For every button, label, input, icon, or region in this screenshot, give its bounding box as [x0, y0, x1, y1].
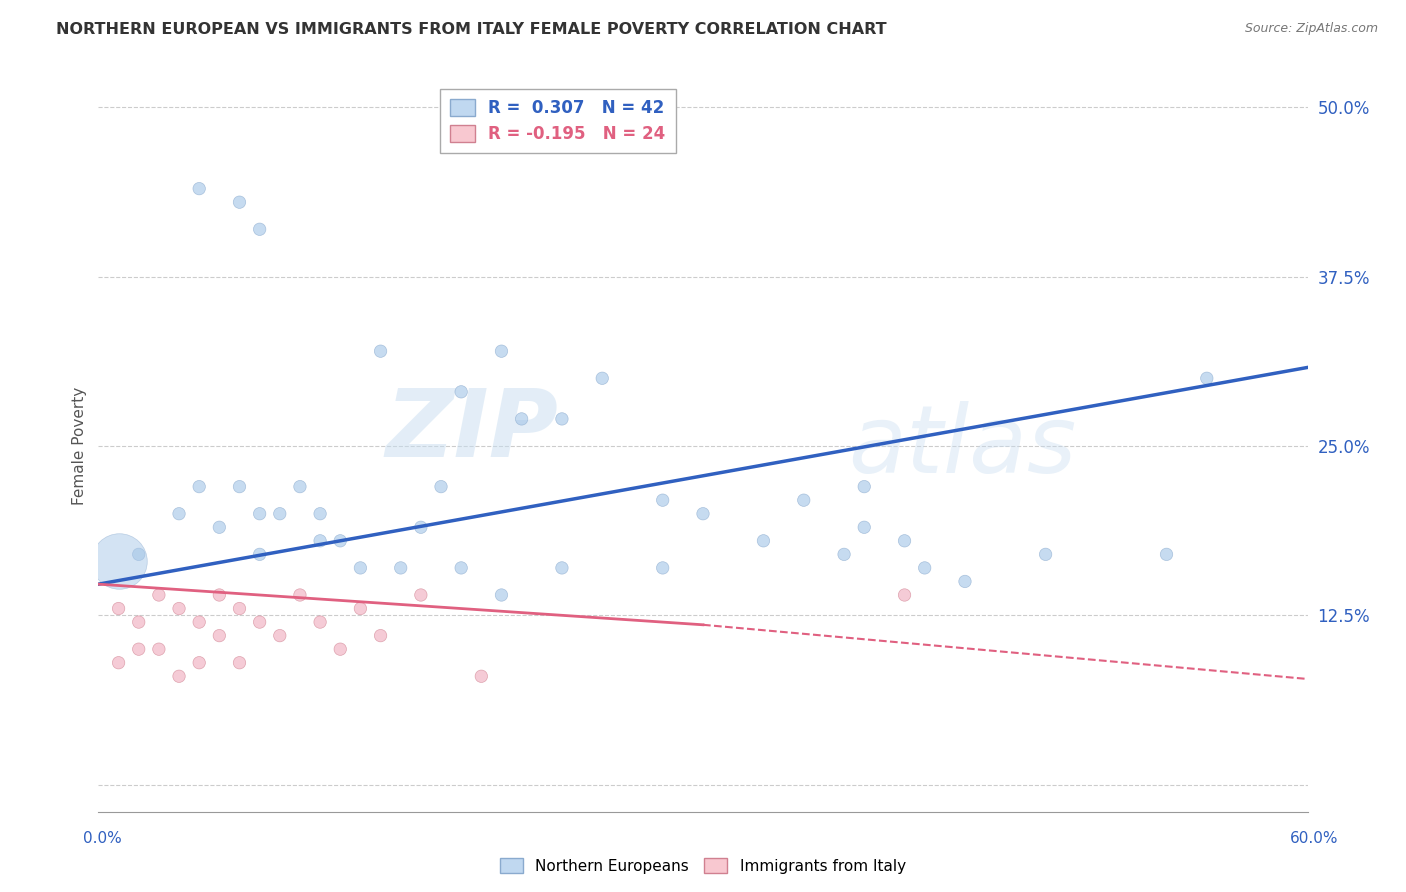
Point: [1195, 371, 1218, 385]
Point: [349, 601, 371, 615]
Point: [188, 656, 211, 670]
Point: [793, 493, 815, 508]
Point: [228, 480, 250, 494]
Point: [128, 615, 150, 629]
Point: [228, 601, 250, 615]
Point: [470, 669, 492, 683]
Point: [208, 629, 231, 643]
Point: [309, 615, 332, 629]
Point: [450, 561, 472, 575]
Text: NORTHERN EUROPEAN VS IMMIGRANTS FROM ITALY FEMALE POVERTY CORRELATION CHART: NORTHERN EUROPEAN VS IMMIGRANTS FROM ITA…: [56, 22, 887, 37]
Point: [349, 561, 371, 575]
Point: [409, 520, 432, 534]
Point: [692, 507, 714, 521]
Point: [370, 629, 392, 643]
Y-axis label: Female Poverty: Female Poverty: [72, 387, 87, 505]
Point: [208, 520, 231, 534]
Point: [329, 642, 352, 657]
Point: [269, 507, 291, 521]
Point: [651, 493, 673, 508]
Text: 60.0%: 60.0%: [1291, 831, 1339, 846]
Point: [128, 642, 150, 657]
Point: [491, 588, 513, 602]
Point: [370, 344, 392, 359]
Point: [107, 656, 129, 670]
Text: Source: ZipAtlas.com: Source: ZipAtlas.com: [1244, 22, 1378, 36]
Point: [450, 384, 472, 399]
Point: [148, 588, 170, 602]
Point: [249, 507, 271, 521]
Text: ZIP: ZIP: [385, 385, 558, 477]
Point: [188, 480, 211, 494]
Text: 0.0%: 0.0%: [83, 831, 122, 846]
Point: [249, 615, 271, 629]
Legend: R =  0.307   N = 42, R = -0.195   N = 24: R = 0.307 N = 42, R = -0.195 N = 24: [440, 88, 676, 153]
Point: [853, 480, 876, 494]
Point: [752, 533, 775, 548]
Point: [249, 547, 271, 561]
Point: [128, 547, 150, 561]
Legend: Northern Europeans, Immigrants from Italy: Northern Europeans, Immigrants from Ital…: [494, 852, 912, 880]
Point: [269, 629, 291, 643]
Point: [167, 669, 190, 683]
Point: [591, 371, 613, 385]
Point: [510, 412, 533, 426]
Point: [551, 412, 574, 426]
Point: [288, 588, 311, 602]
Point: [309, 533, 332, 548]
Point: [167, 601, 190, 615]
Point: [953, 574, 976, 589]
Point: [893, 533, 915, 548]
Point: [1035, 547, 1057, 561]
Point: [228, 195, 250, 210]
Point: [389, 561, 412, 575]
Point: [188, 615, 211, 629]
Point: [491, 344, 513, 359]
Point: [288, 480, 311, 494]
Point: [914, 561, 936, 575]
Point: [167, 507, 190, 521]
Point: [188, 181, 211, 195]
Point: [107, 601, 129, 615]
Text: atlas: atlas: [848, 401, 1077, 491]
Point: [651, 561, 673, 575]
Point: [430, 480, 453, 494]
Point: [148, 642, 170, 657]
Point: [309, 507, 332, 521]
Point: [853, 520, 876, 534]
Point: [208, 588, 231, 602]
Point: [329, 533, 352, 548]
Point: [249, 222, 271, 236]
Point: [832, 547, 855, 561]
Point: [228, 656, 250, 670]
Point: [551, 561, 574, 575]
Point: [107, 554, 129, 568]
Point: [409, 588, 432, 602]
Point: [893, 588, 915, 602]
Point: [1156, 547, 1178, 561]
